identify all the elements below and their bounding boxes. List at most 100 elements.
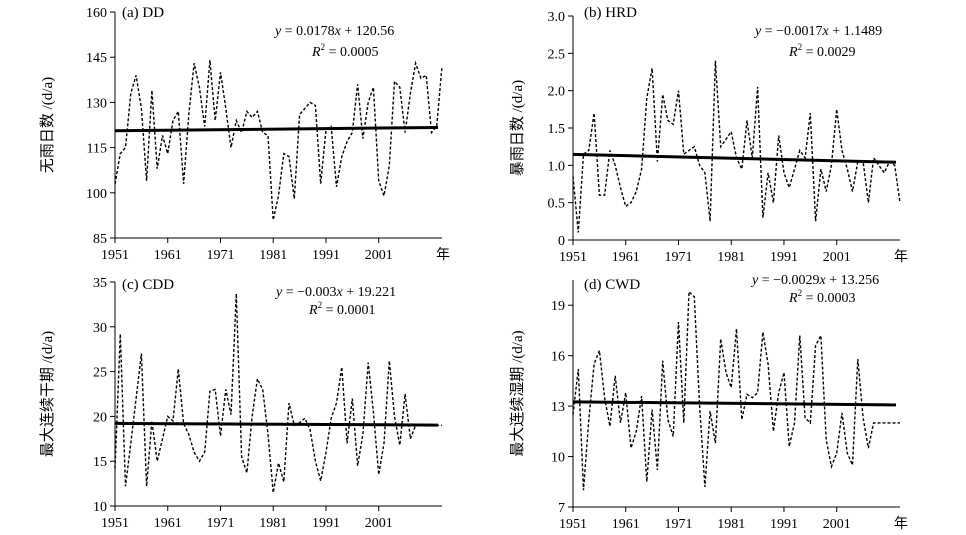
chart-panel-2: 0 0.5 1.0 1.5 2.0 2.5 3.0 1951 1961 1971 1981 1991 2… [509,5,908,265]
y-tick-label: 16 [551,350,565,365]
chart-panel-4: 7 10 13 16 19 1951 1961 1971 1981 1991 2001 年 最大连续湿期… [509,273,908,532]
data-point [867,202,869,204]
data-point [662,93,664,95]
data-point [635,191,637,193]
data-point [625,392,627,394]
data-point [656,161,658,163]
data-point [177,110,179,112]
y-tick-label: 0.5 [548,197,566,212]
data-point [235,293,237,295]
data-point [125,147,127,149]
data-point [209,59,211,61]
data-series-line [114,60,443,221]
x-tick-label: 1961 [612,250,640,265]
data-point [172,420,174,422]
data-point [588,149,590,151]
y-tick-label: 7 [558,501,565,516]
trend-equation: y = −0.0029x + 13.256 [750,273,879,288]
panel-label: (b) HRD [584,5,637,21]
x-unit-label: 年 [894,249,908,265]
data-point [767,172,769,174]
x-tick-label: 1971 [206,516,234,531]
data-point [609,425,611,427]
data-point [362,138,364,140]
data-point [809,112,811,114]
chart-panel-1: 85 100 115 130 145 160 1951 1961 1971 1981 1991 200… [39,5,450,263]
x-tick-label: 1961 [612,517,640,532]
data-point [193,62,195,64]
data-point [162,135,164,137]
data-point [251,117,253,119]
data-point [320,183,322,185]
data-point [604,194,606,196]
data-point [251,415,253,417]
data-point [714,442,716,444]
data-point [156,168,158,170]
data-point [119,153,121,155]
data-point [336,402,338,404]
data-point [577,232,579,234]
x-unit-label: 年 [894,516,908,532]
data-point [135,398,137,400]
y-axis-title: 最大连续湿期 /(d/a) [509,330,526,456]
y-tick-label: 2.5 [548,47,566,62]
y-tick-label: 0 [558,234,565,249]
data-point [151,89,153,91]
data-point [204,451,206,453]
data-point [878,422,880,424]
data-point [651,409,653,411]
data-point [288,402,290,404]
data-point [783,172,785,174]
data-point [441,424,443,426]
data-point [873,422,875,424]
x-tick-label: 1971 [664,517,692,532]
data-point [878,164,880,166]
data-point [778,392,780,394]
data-point [889,422,891,424]
data-point [278,195,280,197]
data-point [188,114,190,116]
data-point [394,415,396,417]
data-point [130,92,132,94]
data-point [820,335,822,337]
x-tick-label: 1991 [312,248,340,263]
data-point [762,217,764,219]
data-point [772,430,774,432]
data-point [830,164,832,166]
data-point [267,433,269,435]
y-tick-label: 115 [87,142,107,157]
x-tick-label: 1951 [559,250,587,265]
data-point [725,372,727,374]
data-point [188,433,190,435]
data-point [704,172,706,174]
data-point [283,481,285,483]
y-tick-label: 10 [93,500,107,515]
x-tick-label: 1981 [259,248,287,263]
data-point [593,363,595,365]
y-axis-title: 暴雨日数 /(d/a) [509,80,526,176]
data-point [167,153,169,155]
data-point [772,202,774,204]
data-point [783,372,785,374]
data-point [894,164,896,166]
y-axis-title: 无雨日数 /(d/a) [39,77,56,173]
data-point [825,439,827,441]
data-point [714,60,716,62]
data-point [630,447,632,449]
data-point [620,187,622,189]
data-point [899,202,901,204]
data-point [825,191,827,193]
data-point [304,417,306,419]
y-tick-label: 1.5 [548,122,566,137]
data-point [119,333,121,335]
data-point [593,112,595,114]
data-point [214,120,216,122]
data-point [651,67,653,69]
trend-line [572,152,897,164]
data-point [741,419,743,421]
x-tick-label: 1971 [664,250,692,265]
trend-equation: y = 0.0178x + 120.56 [273,24,394,39]
y-tick-label: 160 [86,6,107,21]
data-point [683,422,685,424]
